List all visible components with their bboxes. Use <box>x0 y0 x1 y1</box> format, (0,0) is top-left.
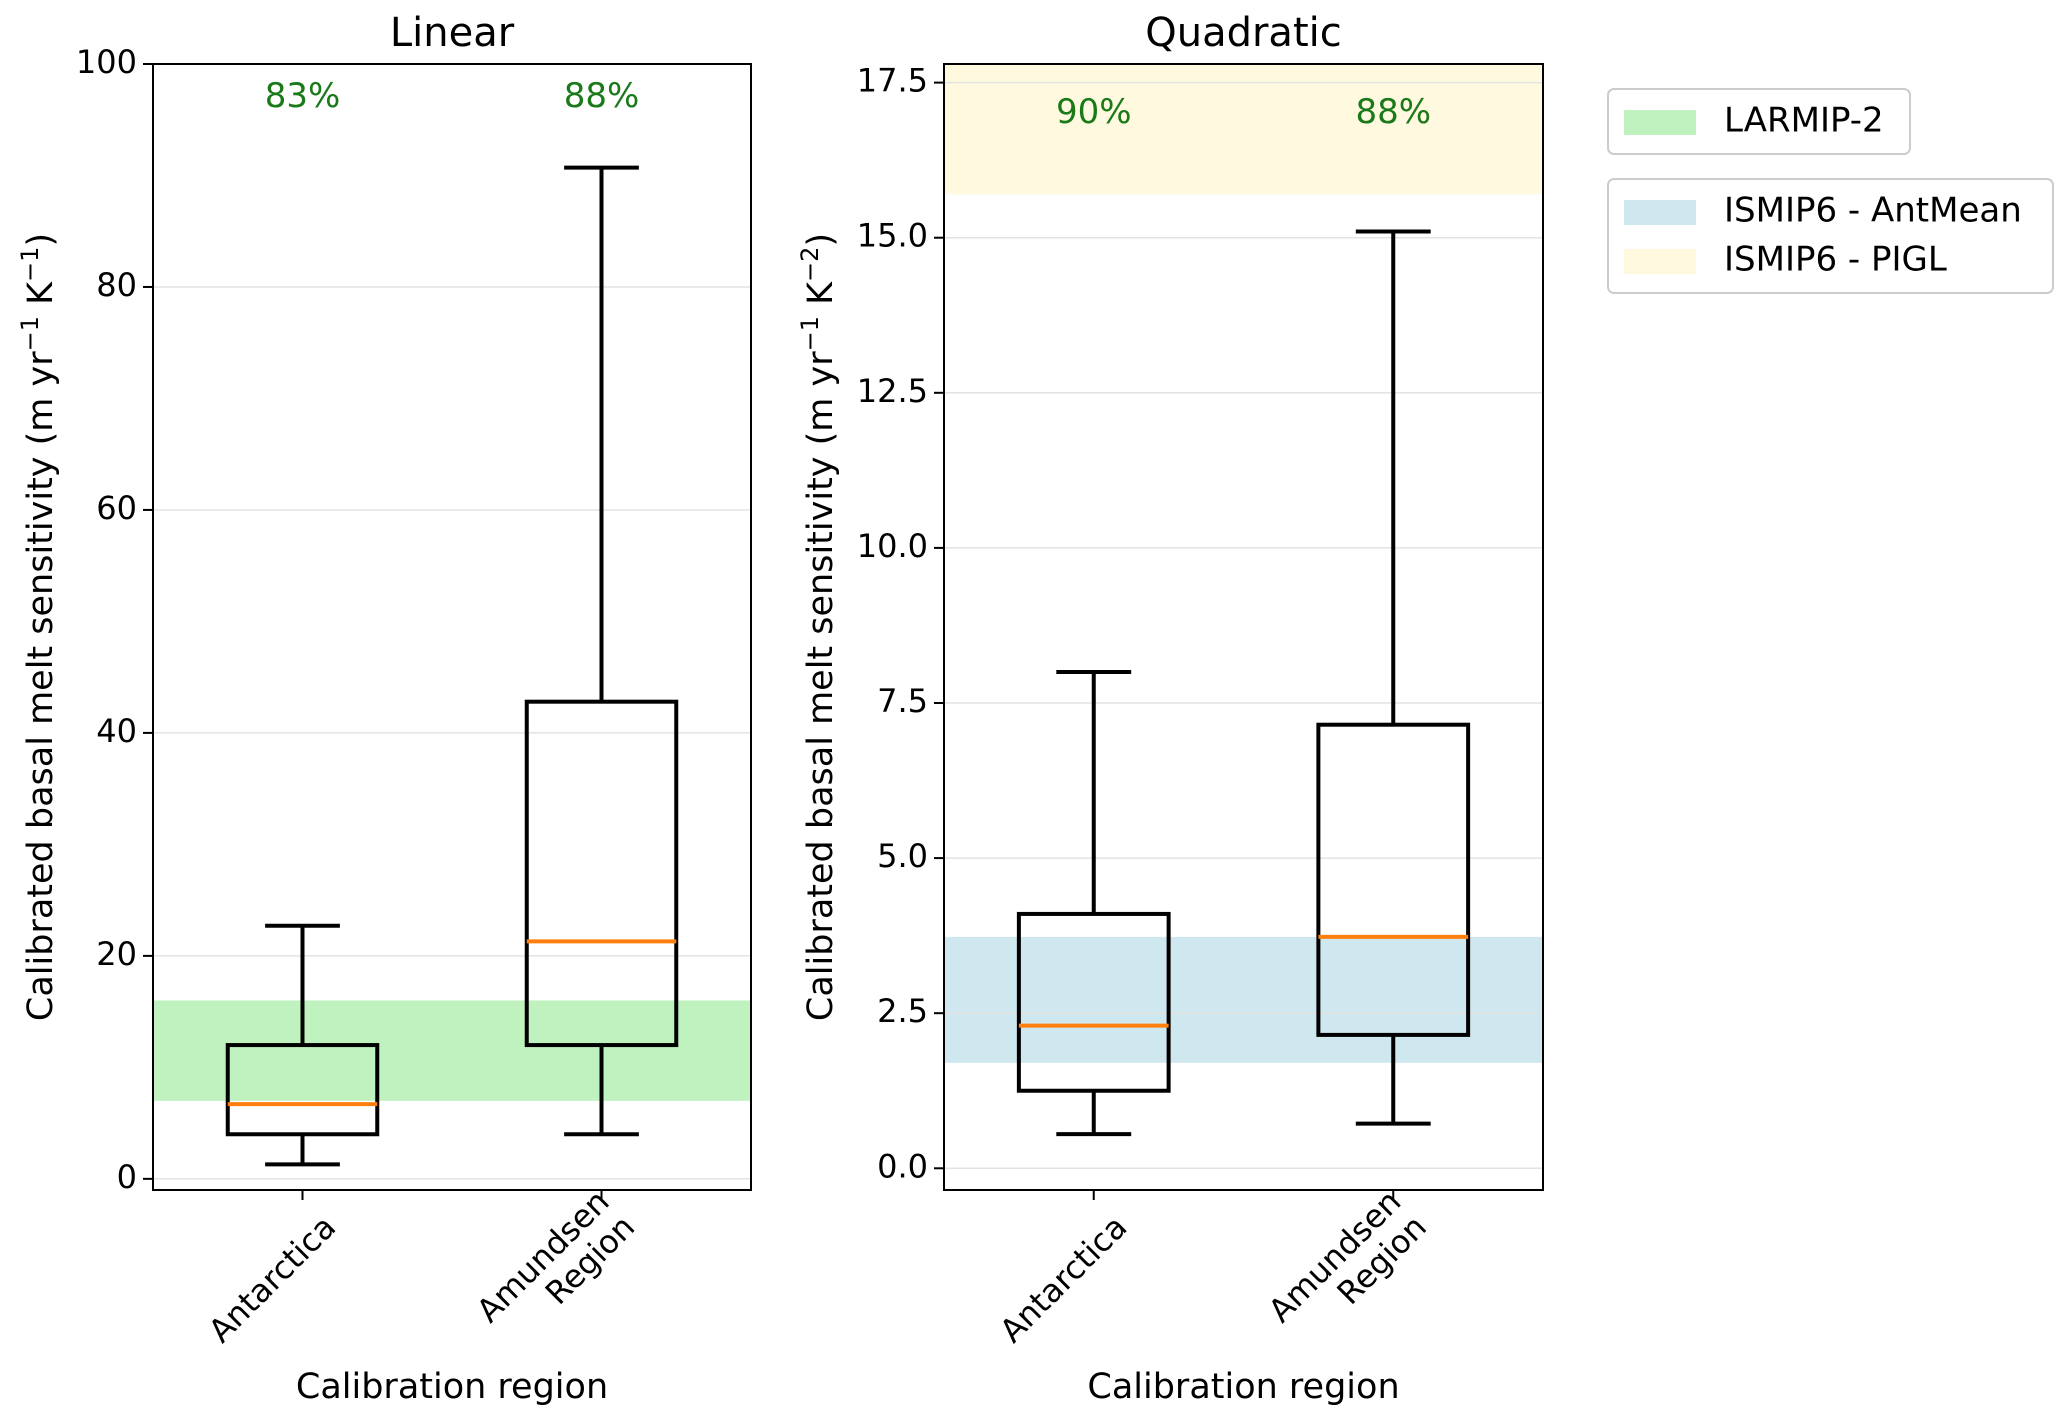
legend: LARMIP-2 ISMIP6 - AntMean ISMIP6 - PIGL <box>1607 88 2054 294</box>
ytick-label-6: 15.0 <box>857 217 928 255</box>
xtick-label-1: AmundsenRegion <box>1261 1182 1434 1355</box>
y-axis-title: Calibrated basal melt sensitivity (m yr−… <box>16 233 61 1021</box>
panel-linear: 83% 88% 0 20 40 60 80 100 Antarctica AmundsenRegi… <box>16 10 752 1407</box>
ytick-label-2: 5.0 <box>877 837 928 875</box>
legend-swatch-1-0 <box>1624 200 1696 225</box>
box-0 <box>1016 669 1171 1137</box>
xtick-label-0: Antarctica <box>992 1208 1134 1350</box>
panel-title: Linear <box>390 10 515 56</box>
ytick-label-4: 80 <box>96 266 137 304</box>
ytick-label-7: 17.5 <box>857 62 928 100</box>
ytick-label-3: 7.5 <box>877 682 928 720</box>
band-1 <box>944 64 1543 195</box>
ytick-label-4: 10.0 <box>857 527 928 565</box>
x-axis-title: Calibration region <box>1087 1367 1399 1407</box>
box-body <box>225 1043 380 1137</box>
band-0 <box>944 936 1543 1063</box>
annotation-1: 88% <box>1355 92 1431 132</box>
legend-label-1-0: ISMIP6 - AntMean <box>1724 191 2022 231</box>
legend-label-1-1: ISMIP6 - PIGL <box>1724 240 1947 280</box>
box-1 <box>1316 229 1471 1126</box>
annotation-0: 90% <box>1056 92 1132 132</box>
box-body <box>1016 911 1171 1093</box>
x-axis-title: Calibration region <box>296 1367 608 1407</box>
ytick-label-1: 2.5 <box>877 992 928 1030</box>
ytick-label-5: 100 <box>76 43 137 81</box>
ytick-label-0: 0.0 <box>877 1147 928 1185</box>
legend-box-0 <box>1607 88 1911 155</box>
box-body <box>1316 722 1471 1037</box>
axes-frame <box>152 63 752 1191</box>
band-0 <box>153 1000 751 1101</box>
box-body <box>524 699 679 1048</box>
axes-frame <box>943 63 1544 1191</box>
ytick-label-1: 20 <box>96 935 137 973</box>
legend-swatch-1-1 <box>1624 249 1696 274</box>
ytick-label-5: 12.5 <box>857 372 928 410</box>
annotation-1: 88% <box>564 76 640 116</box>
ytick-label-2: 40 <box>96 712 137 750</box>
legend-box-1 <box>1607 178 2054 294</box>
y-axis-title: Calibrated basal melt sensitivity (m yr−… <box>796 233 841 1021</box>
panel-quadratic: 90% 88% 0.0 2.5 5.0 7.5 10.0 12.5 15.0 17.5 Antarc… <box>796 10 1544 1407</box>
xtick-label-1: AmundsenRegion <box>469 1182 642 1355</box>
legend-swatch-0-0 <box>1624 110 1696 135</box>
ytick-label-0: 0 <box>117 1158 137 1196</box>
ytick-label-3: 60 <box>96 489 137 527</box>
xtick-label-0: Antarctica <box>201 1208 343 1350</box>
annotation-0: 83% <box>265 76 341 116</box>
box-1 <box>524 165 679 1137</box>
legend-label-0-0: LARMIP-2 <box>1724 101 1884 141</box>
box-0 <box>225 923 380 1167</box>
panel-title: Quadratic <box>1145 10 1341 56</box>
